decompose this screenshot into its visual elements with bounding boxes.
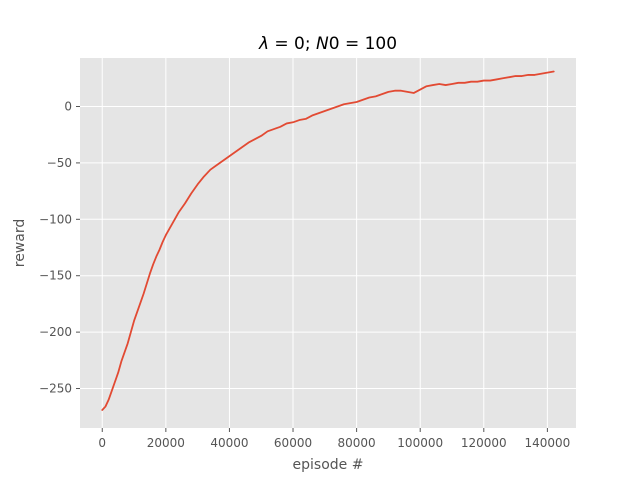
y-axis-ticks: −250 −200 −150 −100 −50 0 [39, 100, 80, 396]
plot-area [80, 58, 576, 428]
x-tick-label: 20000 [147, 436, 185, 450]
x-tick-label: 140000 [524, 436, 570, 450]
x-axis-label: episode # [293, 457, 364, 473]
y-tick-label: −50 [47, 156, 72, 170]
y-tick-label: −200 [39, 325, 72, 339]
title-lambda-eq: = 0; [269, 34, 316, 54]
x-tick-label: 0 [98, 436, 106, 450]
x-axis-ticks: 0 20000 40000 60000 80000 100000 120000 140000 [98, 428, 570, 450]
x-tick-label: 80000 [338, 436, 376, 450]
title-lambda-symbol: λ [258, 34, 269, 54]
x-tick-label: 120000 [461, 436, 507, 450]
title-n0-rest: 0 [329, 34, 340, 54]
y-tick-label: −250 [39, 382, 72, 396]
series-line [101, 70, 555, 411]
title-n0-eq: = 100 [340, 34, 398, 54]
x-tick-label: 100000 [397, 436, 443, 450]
y-axis-label: reward [12, 219, 28, 268]
x-tick-label: 60000 [274, 436, 312, 450]
x-tick-label: 40000 [210, 436, 248, 450]
y-tick-label: −100 [39, 212, 72, 226]
gridlines [80, 58, 576, 428]
series-group [101, 70, 555, 411]
chart-title: λ = 0; N0 = 100 [258, 34, 397, 54]
y-tick-label: 0 [64, 100, 72, 114]
title-n0-symbol: N [316, 34, 329, 54]
y-tick-label: −150 [39, 269, 72, 283]
